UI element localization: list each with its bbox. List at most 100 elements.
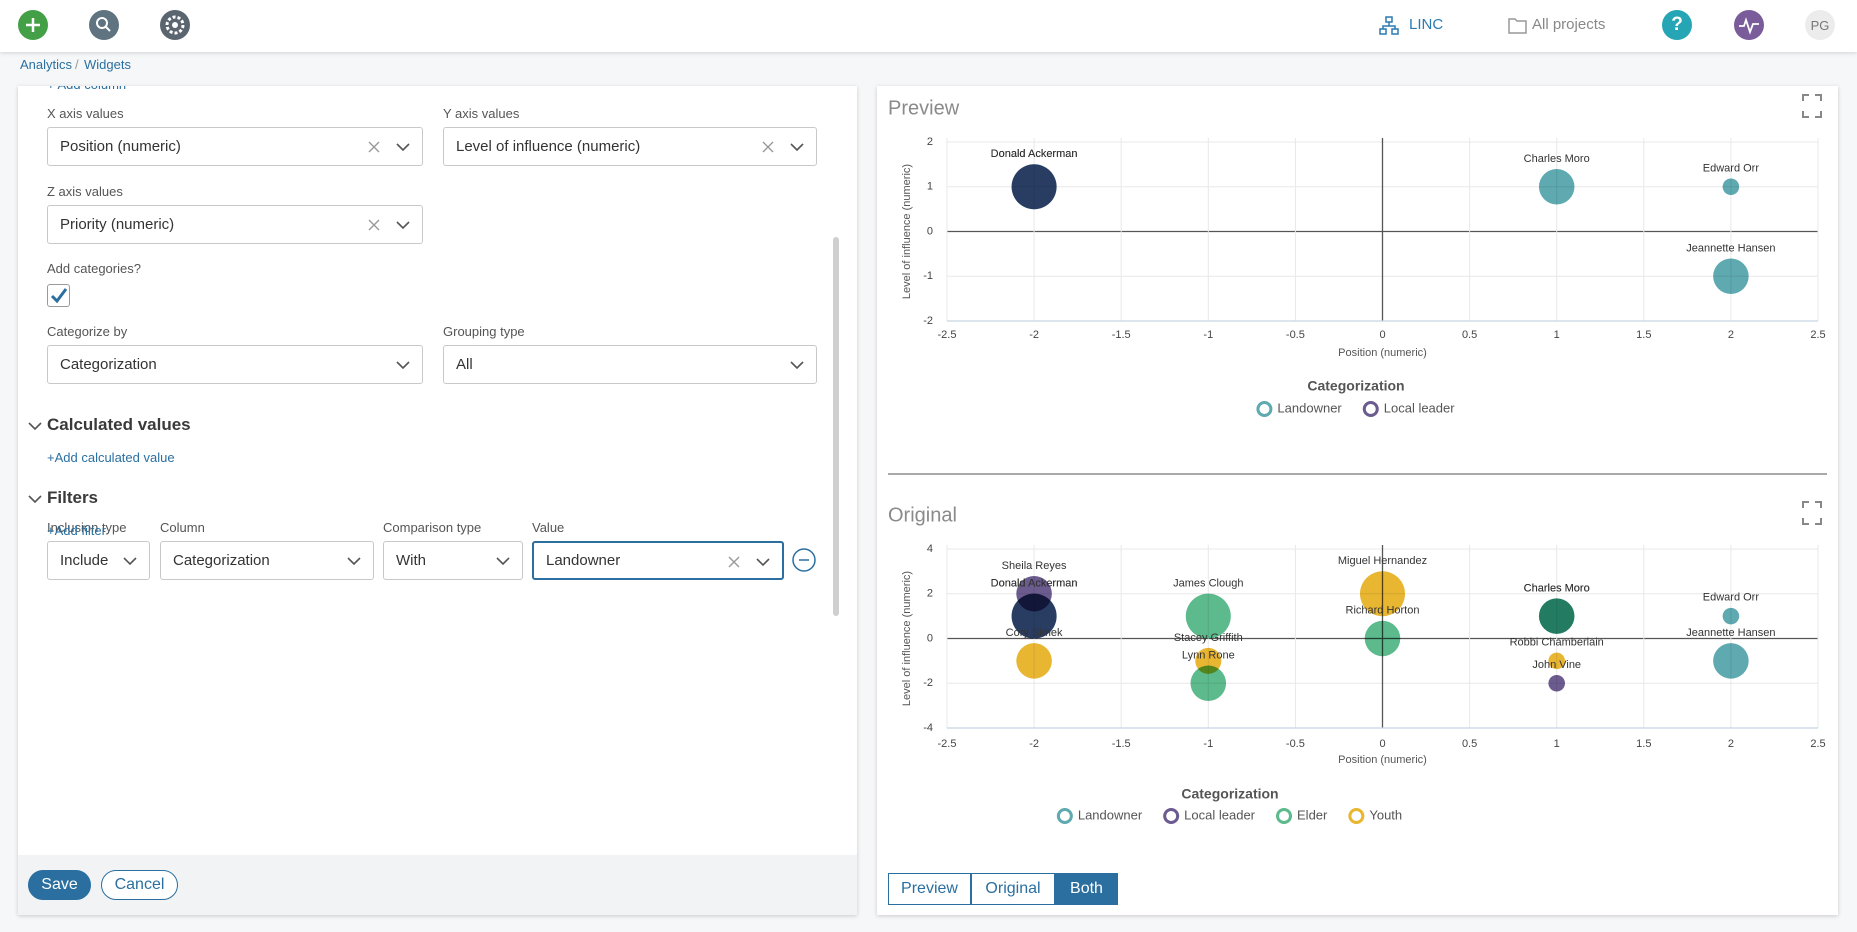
legend-title: Categorization [1307, 378, 1404, 394]
bubble-label: Miguel Hernandez [1338, 555, 1427, 567]
bubble [1713, 643, 1749, 679]
select[interactable]: Position (numeric) [47, 127, 423, 166]
x-axis-label: Position (numeric) [1338, 347, 1427, 359]
chart-panel [877, 86, 1838, 915]
scrollbar[interactable] [833, 237, 839, 616]
field-label: Grouping type [443, 324, 525, 339]
bubble [1722, 178, 1740, 196]
field-label: Add categories? [47, 261, 141, 276]
y-tick-label: 0 [927, 225, 933, 237]
remove-filter-button [792, 548, 816, 572]
search-button[interactable] [89, 10, 119, 40]
x-tick-label: 0.5 [1462, 329, 1477, 341]
select[interactable]: Include [47, 541, 150, 580]
expand-button[interactable] [1802, 501, 1822, 525]
select[interactable]: Level of influence (numeric) [443, 127, 817, 166]
select[interactable]: Categorization [160, 541, 374, 580]
bubble [1016, 643, 1052, 679]
checkbox[interactable] [47, 284, 70, 307]
button[interactable]: Cancel [101, 870, 178, 900]
clear-icon [368, 219, 380, 231]
activity-button[interactable] [1734, 10, 1764, 40]
legend-label[interactable]: Local leader [1384, 400, 1455, 415]
user-avatar[interactable] [1805, 10, 1835, 40]
button[interactable]: Save [28, 870, 91, 900]
nav-link[interactable]: All projects [1532, 16, 1606, 33]
bubble-label: Edward Orr [1703, 592, 1760, 604]
bubbles [1011, 571, 1749, 702]
chevron-icon [790, 361, 804, 370]
legend: Landowner Local leader [1256, 400, 1455, 417]
x-tick-label: -1.5 [1112, 738, 1131, 750]
view-toggle-button[interactable]: Both [1055, 873, 1118, 905]
bubble-label: Jeannette Hansen [1686, 242, 1775, 254]
bubble-label: Cory Simek [1006, 627, 1063, 639]
clear-icon [368, 141, 380, 153]
view-toggle-button[interactable]: Original [971, 873, 1055, 905]
field-label: Y axis values [443, 106, 520, 121]
y-tick-label: -4 [923, 722, 933, 734]
bubble [1359, 571, 1406, 617]
section-title: Calculated values [47, 415, 191, 434]
y-tick-label: 0 [927, 632, 933, 644]
y-axis-label: Level of influence (numeric) [901, 164, 913, 299]
field-label: Categorize by [47, 324, 128, 339]
field-label: Value [532, 520, 565, 535]
y-tick-label: 2 [927, 588, 933, 600]
x-tick-label: 1 [1554, 329, 1560, 341]
view-toggle-button[interactable]: Preview [888, 873, 971, 905]
bubble [1538, 168, 1575, 205]
collapse-icon [28, 422, 42, 431]
bubble [1011, 164, 1057, 210]
y-tick-label: -2 [923, 315, 933, 327]
select[interactable]: Landowner [532, 541, 784, 580]
select-value: Include [60, 552, 109, 569]
settings-button[interactable] [160, 10, 190, 40]
select[interactable]: Categorization [47, 345, 423, 384]
add-button[interactable] [18, 10, 48, 40]
legend-label[interactable]: Youth [1369, 807, 1402, 822]
bubble-labels: Donald Ackerman Charles Moro Edward Orr Jea… [991, 148, 1776, 254]
legend-label[interactable]: Elder [1297, 807, 1328, 822]
bubble [1190, 665, 1227, 702]
x-tick-label: 0 [1379, 738, 1385, 750]
bubble [1011, 593, 1057, 639]
field-label: X axis values [47, 106, 124, 121]
add-column-link[interactable]: + Add column [47, 86, 126, 92]
legend-label[interactable]: Local leader [1184, 807, 1255, 822]
x-tick-label: -2 [1029, 329, 1039, 341]
nav-link[interactable]: LINC [1409, 16, 1444, 33]
breadcrumb-separator: / [75, 57, 79, 72]
select[interactable]: Priority (numeric) [47, 205, 423, 244]
x-tick-label: -0.5 [1286, 329, 1305, 341]
legend-symbol [1348, 808, 1365, 824]
legend-symbol [1056, 808, 1073, 824]
bubble-label: Donald Ackerman [991, 148, 1078, 160]
x-tick-label: 1.5 [1636, 738, 1651, 750]
bubble [1713, 258, 1749, 295]
y-axis-label: Level of influence (numeric) [901, 571, 913, 706]
breadcrumb-link[interactable]: Widgets [84, 57, 131, 72]
help-button[interactable] [1662, 10, 1692, 40]
bubble [1195, 647, 1222, 674]
legend-label[interactable]: Landowner [1078, 807, 1143, 822]
breadcrumb-link[interactable]: Analytics [20, 57, 73, 72]
bubble-label: Lynn Rone [1182, 649, 1235, 661]
legend-label[interactable]: Landowner [1277, 400, 1342, 415]
field-label: Inclusion type [47, 520, 127, 535]
legend-symbol [1163, 808, 1180, 824]
bubble-label: Charles Moro [1524, 153, 1590, 165]
clear-icon [728, 556, 740, 568]
bubble-label: Donald Ackerman [991, 148, 1078, 160]
select-value: Categorization [60, 356, 157, 373]
add-link[interactable]: +Add filter [47, 523, 106, 538]
field-label: Column [160, 520, 205, 535]
expand-button[interactable] [1802, 94, 1822, 118]
legend-symbol [1256, 401, 1273, 417]
add-link[interactable]: +Add calculated value [47, 450, 175, 465]
select[interactable]: With [383, 541, 523, 580]
editor-panel: + Add column X axis values Position (numer… [18, 86, 857, 915]
select[interactable]: All [443, 345, 817, 384]
